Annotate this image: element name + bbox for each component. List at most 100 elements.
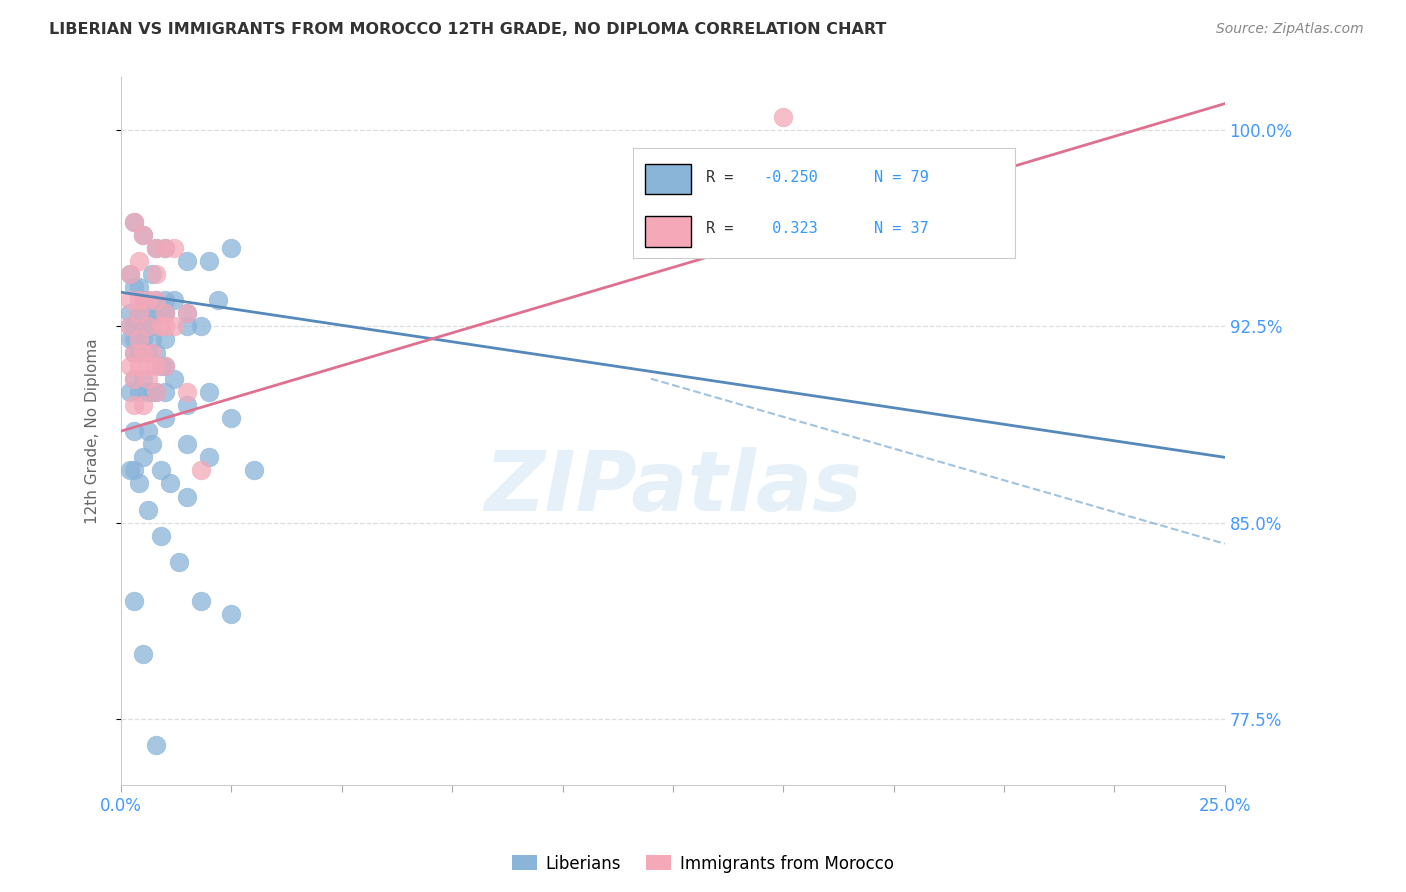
Text: N = 37: N = 37: [873, 221, 928, 236]
Point: [145, 739, 167, 753]
Point: [132, 333, 155, 347]
Point: [128, 345, 150, 359]
Point: [136, 293, 159, 307]
Text: -0.250: -0.250: [763, 170, 818, 186]
Point: [155, 319, 177, 334]
Point: [136, 502, 159, 516]
Point: [145, 359, 167, 373]
Point: [242, 463, 264, 477]
Point: [176, 319, 198, 334]
Point: [145, 293, 167, 307]
Point: [221, 241, 243, 255]
Point: [118, 267, 141, 281]
Point: [132, 227, 155, 242]
Point: [145, 345, 167, 359]
Point: [128, 280, 150, 294]
Point: [145, 241, 167, 255]
Point: [167, 555, 190, 569]
Point: [128, 359, 150, 373]
Point: [118, 359, 141, 373]
Point: [128, 306, 150, 320]
Point: [155, 359, 177, 373]
Point: [159, 476, 181, 491]
Point: [118, 463, 141, 477]
Point: [141, 384, 163, 399]
Point: [221, 607, 243, 622]
Point: [155, 241, 177, 255]
Point: [155, 306, 177, 320]
Point: [198, 253, 221, 268]
Point: [176, 490, 198, 504]
FancyBboxPatch shape: [645, 217, 690, 247]
Text: 0.323: 0.323: [763, 221, 818, 236]
Point: [163, 319, 186, 334]
Point: [198, 450, 221, 465]
Text: R =: R =: [706, 221, 742, 236]
Point: [155, 411, 177, 425]
Point: [124, 333, 146, 347]
Point: [118, 267, 141, 281]
Point: [155, 293, 177, 307]
Point: [132, 372, 155, 386]
Point: [132, 398, 155, 412]
Point: [155, 306, 177, 320]
Point: [118, 319, 141, 334]
Text: LIBERIAN VS IMMIGRANTS FROM MOROCCO 12TH GRADE, NO DIPLOMA CORRELATION CHART: LIBERIAN VS IMMIGRANTS FROM MOROCCO 12TH…: [49, 22, 887, 37]
Point: [136, 319, 159, 334]
Point: [163, 372, 186, 386]
Point: [132, 306, 155, 320]
Point: [128, 384, 150, 399]
Point: [145, 267, 167, 281]
Point: [124, 214, 146, 228]
Point: [124, 398, 146, 412]
FancyBboxPatch shape: [645, 163, 690, 194]
Point: [141, 333, 163, 347]
Point: [128, 306, 150, 320]
Point: [124, 463, 146, 477]
Point: [132, 293, 155, 307]
Point: [155, 306, 177, 320]
Point: [198, 384, 221, 399]
Point: [124, 280, 146, 294]
Point: [128, 293, 150, 307]
Point: [136, 345, 159, 359]
Point: [136, 293, 159, 307]
Point: [176, 437, 198, 451]
Point: [136, 372, 159, 386]
Point: [145, 241, 167, 255]
Point: [190, 463, 212, 477]
Point: [176, 306, 198, 320]
Text: R =: R =: [706, 170, 742, 186]
Point: [149, 319, 172, 334]
Point: [155, 333, 177, 347]
Point: [163, 293, 186, 307]
Point: [155, 359, 177, 373]
Point: [118, 306, 141, 320]
Legend: Liberians, Immigrants from Morocco: Liberians, Immigrants from Morocco: [506, 848, 900, 880]
Point: [155, 384, 177, 399]
Point: [145, 293, 167, 307]
Point: [141, 267, 163, 281]
Point: [221, 411, 243, 425]
Point: [149, 529, 172, 543]
Point: [124, 345, 146, 359]
Point: [118, 319, 141, 334]
Point: [124, 345, 146, 359]
Point: [132, 227, 155, 242]
Point: [149, 463, 172, 477]
Text: ZIPatlas: ZIPatlas: [484, 447, 862, 528]
Point: [190, 319, 212, 334]
Point: [136, 424, 159, 438]
Text: N = 79: N = 79: [873, 170, 928, 186]
Point: [190, 594, 212, 608]
Text: Source: ZipAtlas.com: Source: ZipAtlas.com: [1216, 22, 1364, 37]
Point: [118, 293, 141, 307]
Point: [149, 306, 172, 320]
Point: [132, 319, 155, 334]
Point: [124, 594, 146, 608]
Point: [145, 384, 167, 399]
Point: [128, 476, 150, 491]
Point: [136, 319, 159, 334]
Point: [141, 437, 163, 451]
Point: [132, 345, 155, 359]
